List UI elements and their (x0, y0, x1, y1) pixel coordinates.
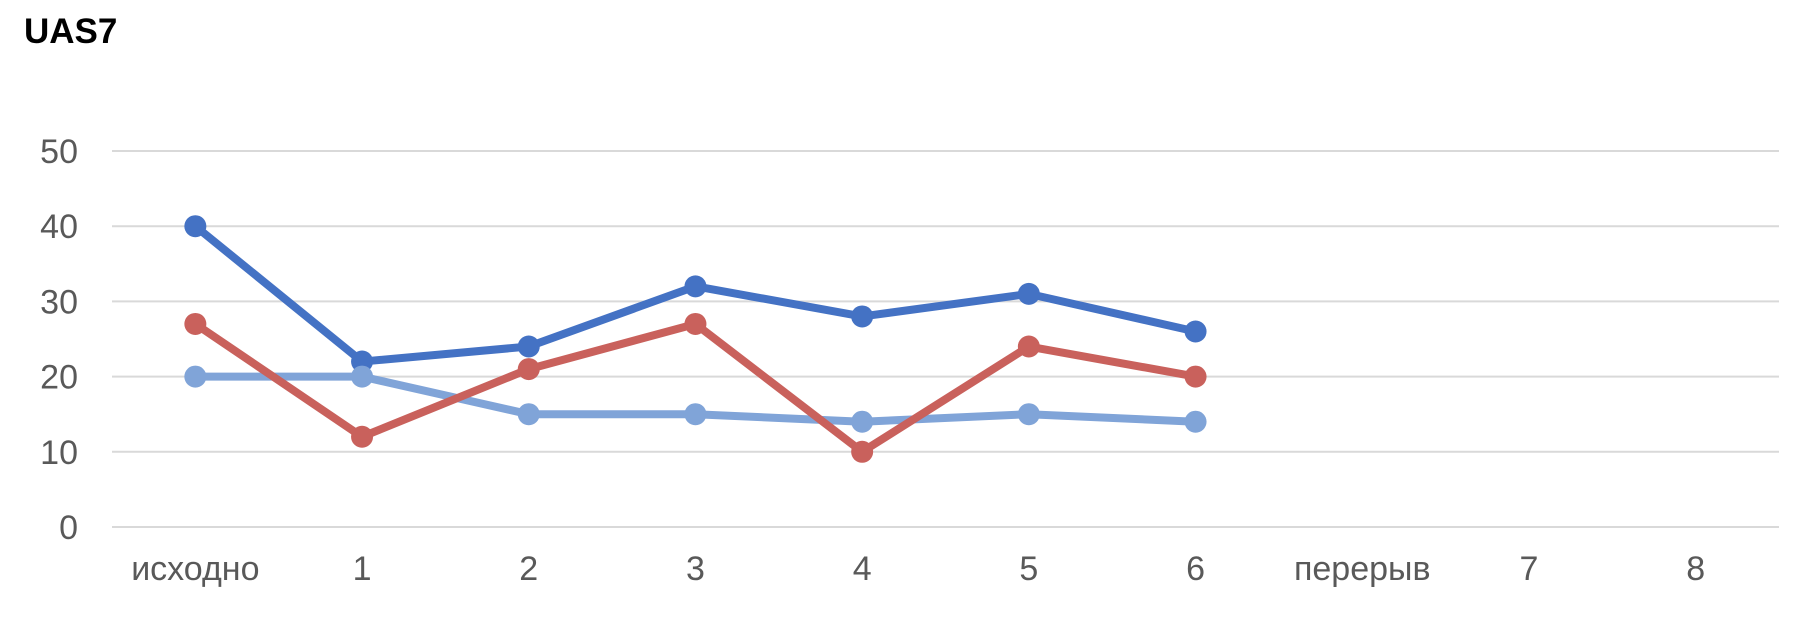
data-point-light-blue (184, 365, 207, 388)
y-axis-tick-label: 30 (40, 283, 78, 321)
x-axis-tick-label: исходно (131, 550, 259, 588)
data-point-light-blue (851, 410, 874, 433)
x-axis-tick-label: 2 (519, 550, 538, 588)
x-axis-tick-label: 1 (353, 550, 372, 588)
y-axis-tick-label: 40 (40, 208, 78, 246)
x-axis-tick-label: 8 (1686, 550, 1705, 588)
y-axis-tick-label: 10 (40, 434, 78, 472)
data-point-red (517, 358, 540, 381)
data-point-dark-blue (184, 215, 207, 238)
data-point-light-blue (517, 403, 540, 426)
y-axis-tick-label: 50 (40, 133, 78, 171)
data-point-red (1184, 365, 1207, 388)
x-axis-tick-label: 3 (686, 550, 705, 588)
data-point-dark-blue (1184, 320, 1207, 343)
chart-title: UAS7 (24, 12, 118, 51)
data-point-dark-blue (851, 305, 874, 328)
data-point-light-blue (351, 365, 374, 388)
data-point-light-blue (684, 403, 707, 426)
data-point-light-blue (1184, 410, 1207, 433)
y-axis-tick-label: 20 (40, 359, 78, 397)
data-point-dark-blue (1017, 282, 1040, 305)
x-axis-tick-label: 5 (1019, 550, 1038, 588)
data-point-dark-blue (351, 350, 374, 373)
x-axis-tick-label: перерыв (1294, 550, 1431, 588)
data-point-red (184, 312, 207, 335)
data-point-light-blue (1017, 403, 1040, 426)
data-point-red (851, 440, 874, 463)
data-point-red (684, 312, 707, 335)
x-axis-tick-label: 6 (1186, 550, 1205, 588)
data-point-red (351, 425, 374, 448)
x-axis-tick-label: 4 (853, 550, 872, 588)
data-point-dark-blue (517, 335, 540, 358)
x-axis-tick-label: 7 (1519, 550, 1538, 588)
data-point-red (1017, 335, 1040, 358)
y-axis-tick-label: 0 (59, 509, 78, 547)
data-point-dark-blue (684, 275, 707, 298)
